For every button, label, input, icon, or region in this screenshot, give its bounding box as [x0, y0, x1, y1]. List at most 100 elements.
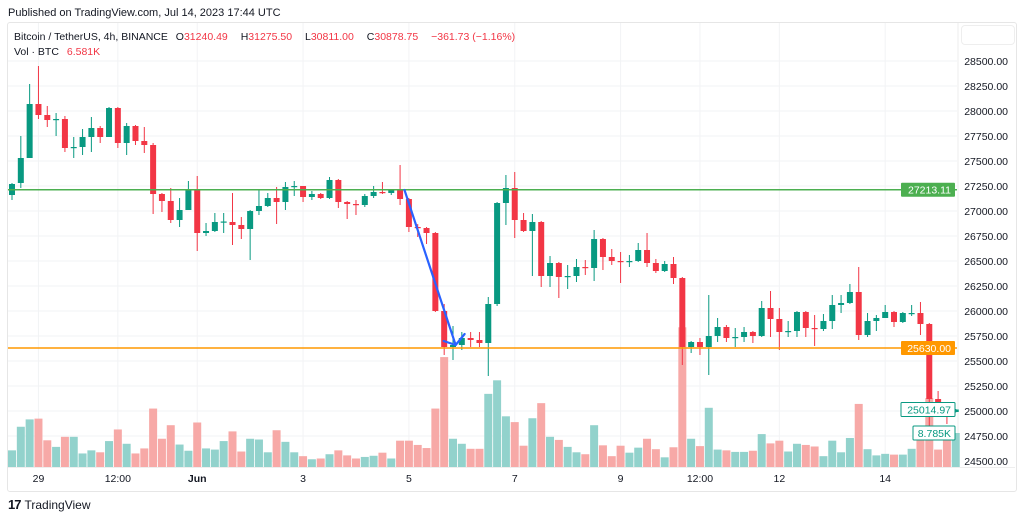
- candle-body: [150, 145, 157, 194]
- volume-bar: [863, 449, 872, 467]
- candle-body: [696, 342, 703, 347]
- volume-bar: [52, 446, 61, 467]
- volume-bar: [695, 446, 704, 467]
- candle-body: [652, 263, 659, 271]
- volume-bar: [396, 440, 405, 467]
- volume-bar: [854, 403, 863, 467]
- candle-body: [441, 311, 448, 347]
- symbol-name[interactable]: Bitcoin / TetherUS, 4h, BINANCE: [14, 31, 168, 43]
- volume-bar: [449, 438, 457, 467]
- volume-bar: [105, 441, 114, 467]
- candle-body: [714, 327, 721, 336]
- volume-bar: [369, 455, 378, 467]
- price-tick-label: 25250.00: [964, 381, 1008, 393]
- volume-bar: [404, 440, 413, 467]
- candle-body: [238, 225, 245, 229]
- volume-bar: [766, 443, 775, 467]
- candle-body: [820, 321, 827, 329]
- volume-bar: [343, 455, 352, 467]
- volume-bar: [457, 443, 466, 467]
- grid: [8, 23, 1015, 468]
- candle-body: [582, 267, 589, 269]
- volume-bar: [413, 444, 422, 467]
- volume-label[interactable]: Vol · BTC: [14, 46, 59, 58]
- candle-body: [450, 345, 456, 347]
- volume-bar: [819, 456, 828, 467]
- published-caption: Published on TradingView.com, Jul 14, 20…: [8, 7, 281, 19]
- candle-body: [644, 250, 651, 263]
- time-tick-label: Jun: [188, 473, 207, 485]
- volume-bar: [598, 445, 607, 467]
- volume-bar: [140, 448, 149, 467]
- candle-body: [555, 263, 562, 277]
- candle-body: [785, 331, 792, 333]
- candle-body: [273, 198, 280, 202]
- volume-bar: [942, 436, 951, 467]
- candle-body: [132, 126, 139, 141]
- candle-body: [229, 222, 236, 225]
- volume-bar: [431, 408, 440, 467]
- volume-bar: [519, 445, 528, 467]
- last-volume-label: 8.785K: [918, 428, 951, 440]
- candle-body: [591, 239, 598, 268]
- price-tick-label: 26000.00: [964, 306, 1008, 318]
- candle-body: [17, 158, 24, 183]
- volume-bar: [246, 438, 255, 467]
- candle-body: [317, 194, 324, 198]
- price-tick-label: 24750.00: [964, 431, 1008, 443]
- volume-bar: [290, 452, 299, 467]
- volume-bar: [16, 426, 25, 467]
- volume-bar: [307, 459, 316, 467]
- volume-bar: [184, 450, 193, 467]
- price-tick-label: 28000.00: [964, 106, 1008, 118]
- time-tick-label: 5: [406, 473, 412, 485]
- volume-bar: [669, 447, 678, 467]
- currency-box[interactable]: [961, 25, 1015, 45]
- volume-bar: [537, 403, 546, 467]
- price-tick-label: 26250.00: [964, 281, 1008, 293]
- candle-body: [255, 206, 262, 211]
- volume-bar: [475, 448, 484, 467]
- volume-bar: [202, 448, 211, 467]
- candle-body: [767, 308, 774, 319]
- candle-body: [494, 203, 501, 304]
- candle-body: [211, 222, 218, 231]
- candle-body: [573, 267, 580, 276]
- candle-body: [838, 303, 845, 305]
- arrow-head-icon: [442, 332, 466, 347]
- candle-body: [203, 231, 210, 233]
- volume-bar: [784, 451, 793, 467]
- candle-body: [70, 147, 77, 149]
- candle-body: [300, 186, 307, 197]
- candle-body: [688, 342, 695, 347]
- volume-bar: [934, 449, 943, 467]
- candle-body: [264, 198, 271, 206]
- volume-bar: [122, 443, 131, 467]
- volume-bar: [722, 450, 731, 467]
- volume-bar: [563, 446, 572, 467]
- volume-bar: [590, 425, 599, 467]
- candle-body: [670, 264, 677, 278]
- candle-body: [846, 292, 853, 303]
- volume-bar: [8, 450, 16, 467]
- candle-body: [485, 304, 492, 343]
- arrow-drawing: [403, 188, 466, 347]
- price-axis: 28500.00 28250.00 28000.00 27750.00 27500.00…: [964, 56, 1008, 468]
- volume-bar: [113, 429, 122, 467]
- candle-body: [194, 190, 201, 233]
- candle-body: [458, 338, 465, 345]
- time-axis: 29 12:00 Jun 3 5 7 9 12:00 12 14: [33, 473, 892, 485]
- candle-body: [952, 409, 959, 412]
- high-value: 31275.50: [248, 31, 293, 43]
- volume-bar: [166, 425, 175, 467]
- candle-body: [741, 332, 748, 337]
- volume-bar: [210, 449, 219, 467]
- candle-body: [891, 312, 897, 322]
- change-value: −361.73 (−1.16%): [431, 31, 516, 43]
- price-tick-label: 28250.00: [964, 81, 1008, 93]
- candle-body: [44, 115, 51, 120]
- candle-body: [97, 128, 104, 137]
- volume-bar: [299, 456, 308, 467]
- volume-bar: [792, 443, 801, 467]
